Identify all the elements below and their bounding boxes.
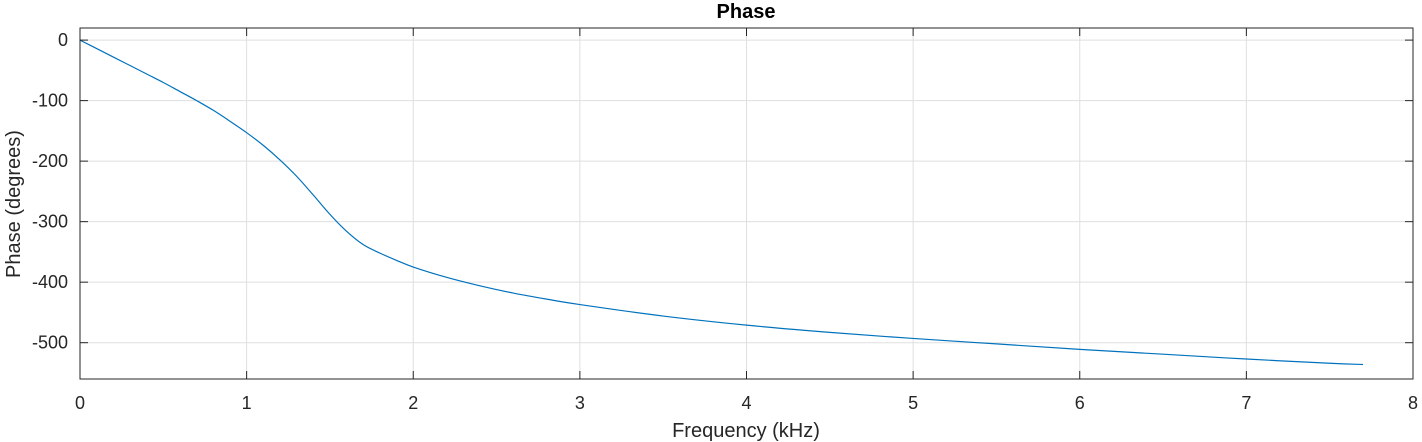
- y-tick-labels: 0 -100 -200 -300 -400 -500: [32, 30, 68, 353]
- x-tick-label: 0: [75, 393, 85, 413]
- y-tick-label: -200: [32, 151, 68, 171]
- y-tick-label: -300: [32, 212, 68, 232]
- tick-marks: [79, 28, 1414, 379]
- y-tick-label: -400: [32, 272, 68, 292]
- x-tick-labels: 0 1 2 3 4 5 6 7 8: [75, 393, 1418, 413]
- x-tick-label: 8: [1408, 393, 1418, 413]
- y-axis-label: Phase (degrees): [3, 130, 25, 278]
- phase-series-line: [79, 39, 1364, 366]
- chart-title: Phase: [717, 1, 776, 23]
- x-tick-label: 1: [242, 393, 252, 413]
- x-tick-label: 6: [1075, 393, 1085, 413]
- x-tick-label: 4: [741, 393, 751, 413]
- grid-lines: [79, 28, 1414, 379]
- y-tick-label: -100: [32, 91, 68, 111]
- series-layer: [79, 39, 1364, 366]
- x-tick-label: 2: [408, 393, 418, 413]
- x-tick-label: 5: [908, 393, 918, 413]
- x-tick-label: 3: [575, 393, 585, 413]
- y-tick-label: -500: [32, 333, 68, 353]
- x-tick-label: 7: [1241, 393, 1251, 413]
- x-axis-label: Frequency (kHz): [672, 420, 820, 442]
- y-tick-label: 0: [58, 30, 68, 50]
